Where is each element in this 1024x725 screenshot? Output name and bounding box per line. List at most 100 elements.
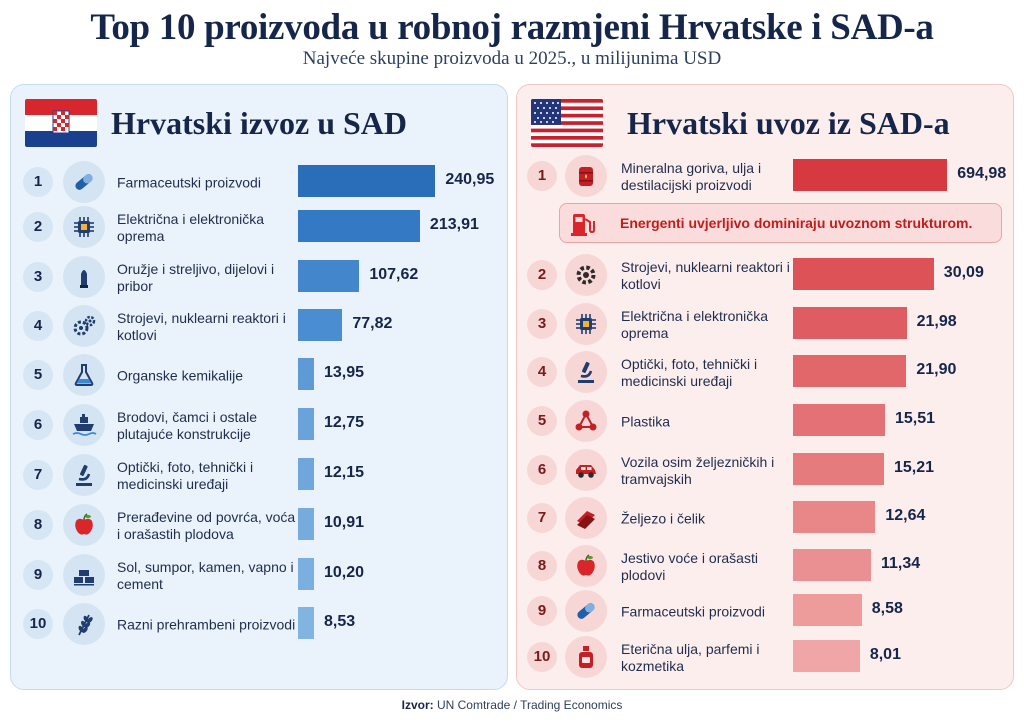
- export-category-label: Farmaceutski proizvodi: [117, 174, 261, 191]
- export-category-label: Razni prehrambeni proizvodi: [117, 616, 296, 633]
- export-rank: 5: [23, 360, 53, 390]
- import-category-label: Eterična ulja, parfemi i kozmetika: [621, 641, 760, 674]
- export-value-label: 240,95: [445, 171, 495, 188]
- import-row-10: 10 Eterična ulja, parfemi i kozmetika 8,01: [517, 636, 1013, 680]
- import-bar: [793, 159, 948, 191]
- export-bar: [298, 408, 314, 440]
- export-value-label: 213,91: [429, 216, 479, 233]
- export-rank: 6: [23, 410, 53, 440]
- export-category-label: Oružje i streljivo, dijelovi i pribor: [117, 261, 275, 294]
- import-panel: Hrvatski uvoz iz SAD-a Energenti uvjerlj…: [516, 84, 1014, 690]
- import-row-2: 2 Strojevi, nuklearni reaktori i kotlovi 3…: [517, 254, 1013, 298]
- steel-icon: [565, 497, 607, 539]
- import-bar: [793, 594, 862, 626]
- import-value-label: 694,98: [957, 165, 1007, 182]
- import-category-label: Optički, foto, tehnički i medicinski ure…: [621, 356, 758, 389]
- export-title: Hrvatski izvoz u SAD: [111, 105, 407, 141]
- import-value-label: 8,01: [869, 646, 901, 663]
- import-bar: [793, 549, 871, 581]
- chip-icon: [565, 303, 607, 345]
- import-category-label: Električna i elektronička oprema: [621, 308, 769, 341]
- import-value-label: 15,21: [893, 459, 934, 476]
- pill-icon: [63, 161, 105, 203]
- import-rank: 3: [527, 309, 557, 339]
- import-bar: [793, 404, 885, 436]
- import-category-label: Farmaceutski proizvodi: [621, 603, 765, 620]
- import-bar: [793, 453, 884, 485]
- import-bar: [793, 501, 876, 533]
- export-value-label: 10,91: [324, 514, 365, 531]
- import-category-label: Plastika: [621, 413, 671, 430]
- import-rank: 7: [527, 503, 557, 533]
- import-value-label: 12,64: [885, 507, 926, 524]
- export-rank: 8: [23, 510, 53, 540]
- import-value-label: 21,90: [916, 361, 957, 378]
- import-value-label: 30,09: [943, 264, 984, 281]
- import-rank: 6: [527, 455, 557, 485]
- import-rank: 5: [527, 406, 557, 436]
- import-value-label: 8,58: [871, 600, 903, 617]
- export-value-label: 12,75: [324, 414, 365, 431]
- import-rank: 2: [527, 260, 557, 290]
- import-rank: 4: [527, 357, 557, 387]
- page-title: Top 10 proizvoda u robnoj razmjeni Hrvat…: [90, 7, 934, 48]
- import-value-label: 15,51: [894, 410, 935, 427]
- import-bar: [793, 258, 934, 290]
- export-category-label: Sol, sumpor, kamen, vapno i cement: [117, 559, 294, 592]
- export-row-2: 2 Električna i elektronička oprema 213,91: [11, 206, 507, 250]
- export-category-label: Organske kemikalije: [117, 367, 244, 384]
- export-bar: [298, 607, 314, 639]
- import-row-9: 9 Farmaceutski proizvodi 8,58: [517, 590, 1013, 634]
- import-row-8: 8 Jestivo voće i orašasti plodovi 11,34: [517, 545, 1013, 589]
- import-value-label: 21,98: [916, 313, 957, 330]
- export-category-label: Prerađevine od povrća, voća i orašastih …: [117, 509, 296, 542]
- usa-flag-icon: [531, 99, 603, 147]
- export-bar: [298, 260, 360, 292]
- chip-icon: [63, 206, 105, 248]
- export-rank: 7: [23, 460, 53, 490]
- import-row-6: 6 Vozila osim željezničkih i tramvajskih 1…: [517, 449, 1013, 493]
- import-row-7: 7 Željezo i čelik 12,64: [517, 497, 1013, 541]
- import-bar: [793, 355, 907, 387]
- export-bar: [298, 558, 314, 590]
- export-rank: 1: [23, 167, 53, 197]
- export-category-label: Brodovi, čamci i ostale plutajuće konstr…: [117, 409, 258, 442]
- export-category-label: Električna i elektronička oprema: [117, 211, 265, 244]
- export-rank: 10: [23, 609, 53, 639]
- apple-icon: [63, 504, 105, 546]
- export-category-label: Optički, foto, tehnički i medicinski ure…: [117, 459, 254, 492]
- import-row-1: 1 Mineralna goriva, ulja i destilacijski …: [517, 155, 1013, 199]
- import-row-5: 5 Plastika 15,51: [517, 400, 1013, 444]
- export-rank: 2: [23, 212, 53, 242]
- source-text: UN Comtrade / Trading Economics: [436, 698, 623, 712]
- export-row-7: 7 Optički, foto, tehnički i medicinski ur…: [11, 454, 507, 498]
- source-note: Izvor: UN Comtrade / Trading Economics: [0, 698, 1024, 712]
- export-row-10: 10 Razni prehrambeni proizvodi 8,53: [11, 603, 507, 647]
- export-bar: [298, 458, 314, 490]
- export-rank: 3: [23, 262, 53, 292]
- microscope-icon: [63, 454, 105, 496]
- export-row-8: 8 Prerađevine od povrća, voća i orašastih…: [11, 504, 507, 548]
- car-icon: [565, 449, 607, 491]
- import-rank: 1: [527, 161, 557, 191]
- fuel-pump-icon: [571, 214, 595, 236]
- export-value-label: 107,62: [369, 266, 419, 283]
- molecule-icon: [565, 400, 607, 442]
- export-row-3: 3 Oružje i streljivo, dijelovi i pribor 10…: [11, 256, 507, 300]
- wheat-icon: [63, 603, 105, 645]
- export-category-label: Strojevi, nuklearni reaktori i kotlovi: [117, 310, 286, 343]
- export-row-5: 5 Organske kemikalije 13,95: [11, 354, 507, 398]
- ship-icon: [63, 404, 105, 446]
- import-category-label: Jestivo voće i orašasti plodovi: [621, 550, 758, 583]
- energy-callout-text: Energenti uvjerljivo dominiraju uvoznom …: [620, 215, 973, 231]
- export-row-9: 9 Sol, sumpor, kamen, vapno i cement 10,20: [11, 554, 507, 598]
- import-panel-header: Hrvatski uvoz iz SAD-a: [517, 85, 1013, 155]
- export-bar: [298, 165, 436, 197]
- import-rank: 8: [527, 551, 557, 581]
- export-row-4: 4 Strojevi, nuklearni reaktori i kotlovi 7…: [11, 305, 507, 349]
- export-bar: [298, 210, 420, 242]
- export-value-label: 13,95: [324, 364, 365, 381]
- perfume-icon: [565, 636, 607, 678]
- export-row-1: 1 Farmaceutski proizvodi 240,95: [11, 161, 507, 205]
- import-row-3: 3 Električna i elektronička oprema 21,98: [517, 303, 1013, 347]
